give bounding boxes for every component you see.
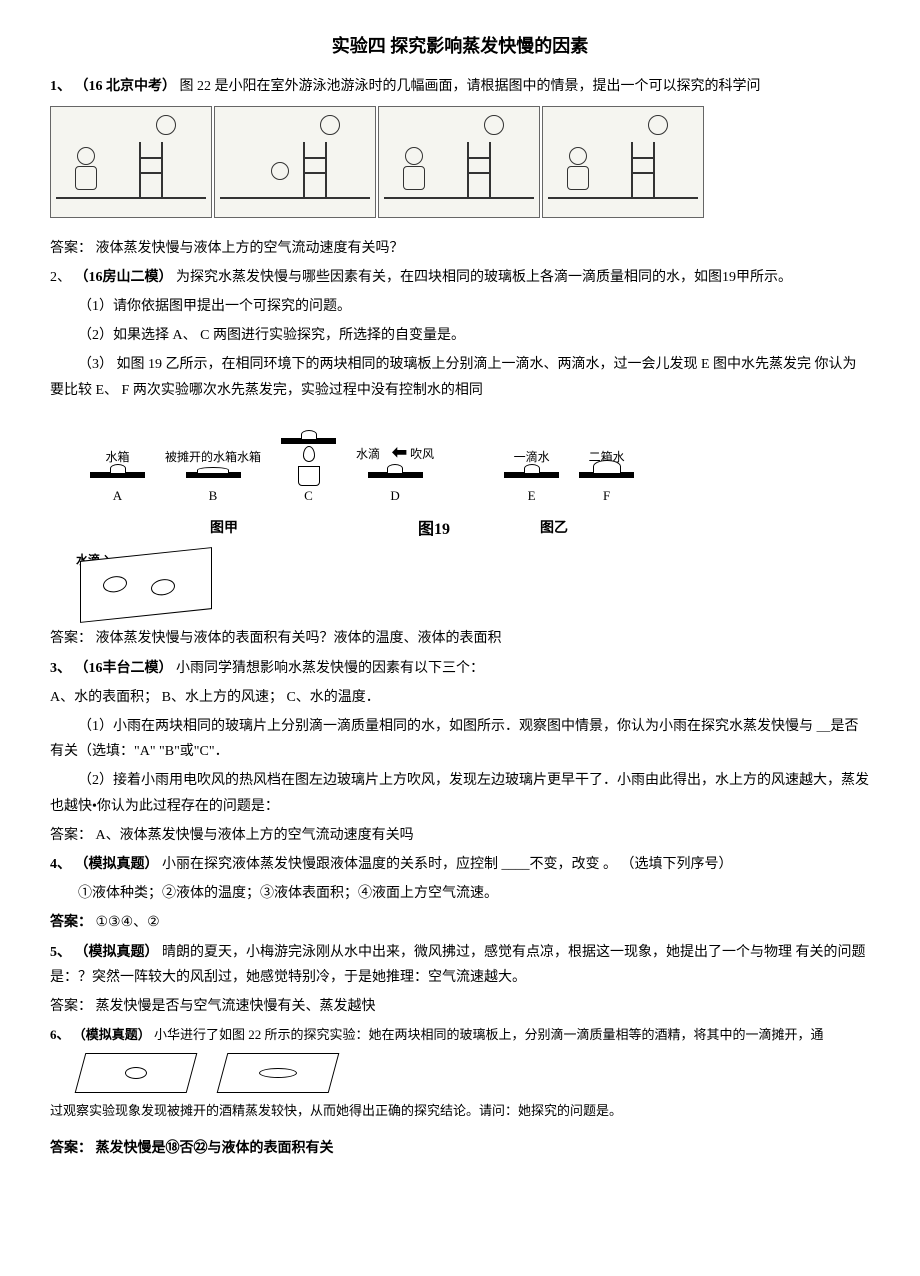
ans-text: 液体蒸发快慢与液体的表面积有关吗？液体的温度、液体的表面积	[96, 631, 502, 646]
q4-text: 小丽在探究液体蒸发快慢跟液体温度的关系时，应控制 ____不变，改变 。 （选填…	[162, 857, 733, 872]
q6-answer: 答案： 蒸发快慢是⑱否㉒与液体的表面积有关	[50, 1136, 870, 1161]
q6-num: 6、	[50, 1027, 70, 1042]
q2-p2: （2）如果选择 A、 C 两图进行实验探究，所选择的自变量是。	[50, 323, 870, 348]
q1-num: 1、	[50, 79, 71, 94]
ladder-icon	[303, 142, 327, 197]
q3-num: 3、	[50, 661, 71, 676]
plate-e: 一滴水 E	[504, 447, 559, 508]
sun-icon	[648, 115, 668, 135]
q3-answer: 答案： A、液体蒸发快慢与液体上方的空气流动速度有关吗	[50, 823, 870, 848]
ladder-icon	[631, 142, 655, 197]
q5-src: （模拟真题）	[75, 945, 159, 960]
q4-src: （模拟真题）	[75, 857, 159, 872]
q5-text: 晴朗的夏天，小梅游完泳刚从水中出来，微风拂过，感觉有点凉，根据这一现象，她提出了…	[50, 945, 866, 985]
label-d-sub: 水滴	[356, 447, 380, 461]
q1-src: （16 北京中考）	[75, 79, 177, 94]
q3-src: （16丰台二模）	[75, 661, 173, 676]
sun-icon	[484, 115, 504, 135]
q5-line: 5、 （模拟真题） 晴朗的夏天，小梅游完泳刚从水中出来，微风拂过，感觉有点凉，根…	[50, 940, 870, 990]
comic-panel-3	[378, 106, 540, 218]
letter-d: D	[390, 484, 399, 507]
letter-c: C	[304, 484, 313, 507]
q6-line1: 6、 （模拟真题） 小华进行了如图 22 所示的探究实验：她在两块相同的玻璃板上…	[50, 1023, 870, 1046]
ans-label: 答案：	[50, 631, 92, 646]
q1-line: 1、 （16 北京中考） 图 22 是小阳在室外游泳池游泳时的几幅画面，请根据图…	[50, 74, 870, 99]
q1-text: 图 22 是小阳在室外游泳池游泳时的几幅画面，请根据图中的情景，提出一个可以探究…	[180, 79, 761, 94]
q2-p3: （3） 如图 19 乙所示，在相同环境下的两块相同的玻璃板上分别滴上一滴水、两滴…	[50, 352, 870, 402]
fig-19: 图19	[418, 516, 450, 545]
q6-text1: 小华进行了如图 22 所示的探究实验：她在两块相同的玻璃板上，分别滴一滴质量相等…	[154, 1027, 824, 1042]
plate-a: 水箱 A	[90, 447, 145, 508]
label-d-top: 吹风	[410, 447, 434, 461]
q2-glass-plate: 水滴 ↘	[50, 554, 870, 616]
ans-label: 答案：	[50, 241, 92, 256]
q4-answer: 答案： ①③④、②	[50, 910, 870, 935]
q3-line: 3、 （16丰台二模） 小雨同学猜想影响水蒸发快慢的因素有以下三个：	[50, 656, 870, 681]
q3-p1: （1）小雨在两块相同的玻璃片上分别滴一滴质量相同的水，如图所示．观察图中情景，你…	[50, 714, 870, 764]
label-b: 被摊开的水箱水箱	[165, 447, 261, 469]
letter-a: A	[113, 484, 122, 507]
pool-line	[384, 197, 534, 199]
ans-text: ①③④、②	[96, 915, 160, 930]
fig-yi: 图乙	[540, 516, 568, 545]
plate-b: 被摊开的水箱水箱 B	[165, 447, 261, 508]
q2-num: 2、	[50, 270, 71, 285]
ans-label: 答案：	[50, 915, 92, 930]
q6-plates	[80, 1053, 870, 1093]
glass-plate-icon	[80, 548, 212, 624]
comic-panel-4	[542, 106, 704, 218]
ans-text: 蒸发快慢是⑱否㉒与液体的表面积有关	[96, 1141, 334, 1156]
person-icon	[399, 147, 429, 192]
wind-arrow-icon: ⬅	[392, 442, 407, 462]
q3-p2: （2）接着小雨用电吹风的热风档在图左边玻璃片上方吹风，发现左边玻璃片更早干了．小…	[50, 768, 870, 818]
pool-line	[220, 197, 370, 199]
q2-answer: 答案： 液体蒸发快慢与液体的表面积有关吗？液体的温度、液体的表面积	[50, 626, 870, 651]
q1-answer: 答案： 液体蒸发快慢与液体上方的空气流动速度有关吗？	[50, 236, 870, 261]
pool-line	[548, 197, 698, 199]
ans-label: 答案：	[50, 828, 92, 843]
q2-text: 为探究水蒸发快慢与哪些因素有关，在四块相同的玻璃板上各滴一滴质量相同的水，如图1…	[176, 270, 792, 285]
ans-text: 液体蒸发快慢与液体上方的空气流动速度有关吗？	[96, 241, 404, 256]
ans-label: 答案：	[50, 999, 92, 1014]
q5-answer: 答案： 蒸发快慢是否与空气流速快慢有关、蒸发越快	[50, 994, 870, 1019]
plate-c: C	[281, 413, 336, 508]
q3-opts: A、水的表面积； B、水上方的风速； C、水的温度．	[50, 685, 870, 710]
letter-e: E	[528, 484, 536, 507]
q6-line2: 过观察实验现象发现被摊开的酒精蒸发较快，从而她得出正确的探究结论。请问：她探究的…	[50, 1099, 870, 1122]
q4-num: 4、	[50, 857, 71, 872]
plate-d: 水滴 ⬅ 吹风 D	[356, 436, 434, 508]
q5-num: 5、	[50, 945, 71, 960]
ans-label: 答案：	[50, 1141, 92, 1156]
small-plate-1	[75, 1053, 198, 1093]
ans-text: 蒸发快慢是否与空气流速快慢有关、蒸发越快	[96, 999, 376, 1014]
person-icon	[265, 162, 295, 207]
plate-f: 二箱水 F	[579, 447, 634, 508]
q2-line: 2、 （16房山二模） 为探究水蒸发快慢与哪些因素有关，在四块相同的玻璃板上各滴…	[50, 265, 870, 290]
person-icon	[563, 147, 593, 192]
q2-p1: （1）请你依据图甲提出一个可探究的问题。	[50, 294, 870, 319]
q1-comic-row	[50, 106, 870, 218]
ladder-icon	[139, 142, 163, 197]
lamp-icon	[294, 446, 324, 486]
comic-panel-1	[50, 106, 212, 218]
pool-line	[56, 197, 206, 199]
q3-text: 小雨同学猜想影响水蒸发快慢的因素有以下三个：	[176, 661, 484, 676]
sun-icon	[320, 115, 340, 135]
fig-jia: 图甲	[210, 516, 238, 545]
letter-b: B	[209, 484, 218, 507]
q4-line: 4、 （模拟真题） 小丽在探究液体蒸发快慢跟液体温度的关系时，应控制 ____不…	[50, 852, 870, 877]
person-icon	[71, 147, 101, 192]
q2-diagram: 水箱 A 被摊开的水箱水箱 B C 水滴 ⬅ 吹风 D 一滴水 E 二箱水 F	[90, 413, 870, 508]
fig-captions: 图甲 图19 图乙	[90, 512, 870, 545]
comic-panel-2	[214, 106, 376, 218]
sun-icon	[156, 115, 176, 135]
ans-text: A、液体蒸发快慢与液体上方的空气流动速度有关吗	[96, 828, 414, 843]
q4-opts: ①液体种类；②液体的温度；③液体表面积；④液面上方空气流速。	[50, 881, 870, 906]
q2-src: （16房山二模）	[75, 270, 173, 285]
q6-src: （模拟真题）	[73, 1027, 151, 1042]
ladder-icon	[467, 142, 491, 197]
page-title: 实验四 探究影响蒸发快慢的因素	[50, 30, 870, 62]
letter-f: F	[603, 484, 610, 507]
small-plate-2	[217, 1053, 340, 1093]
